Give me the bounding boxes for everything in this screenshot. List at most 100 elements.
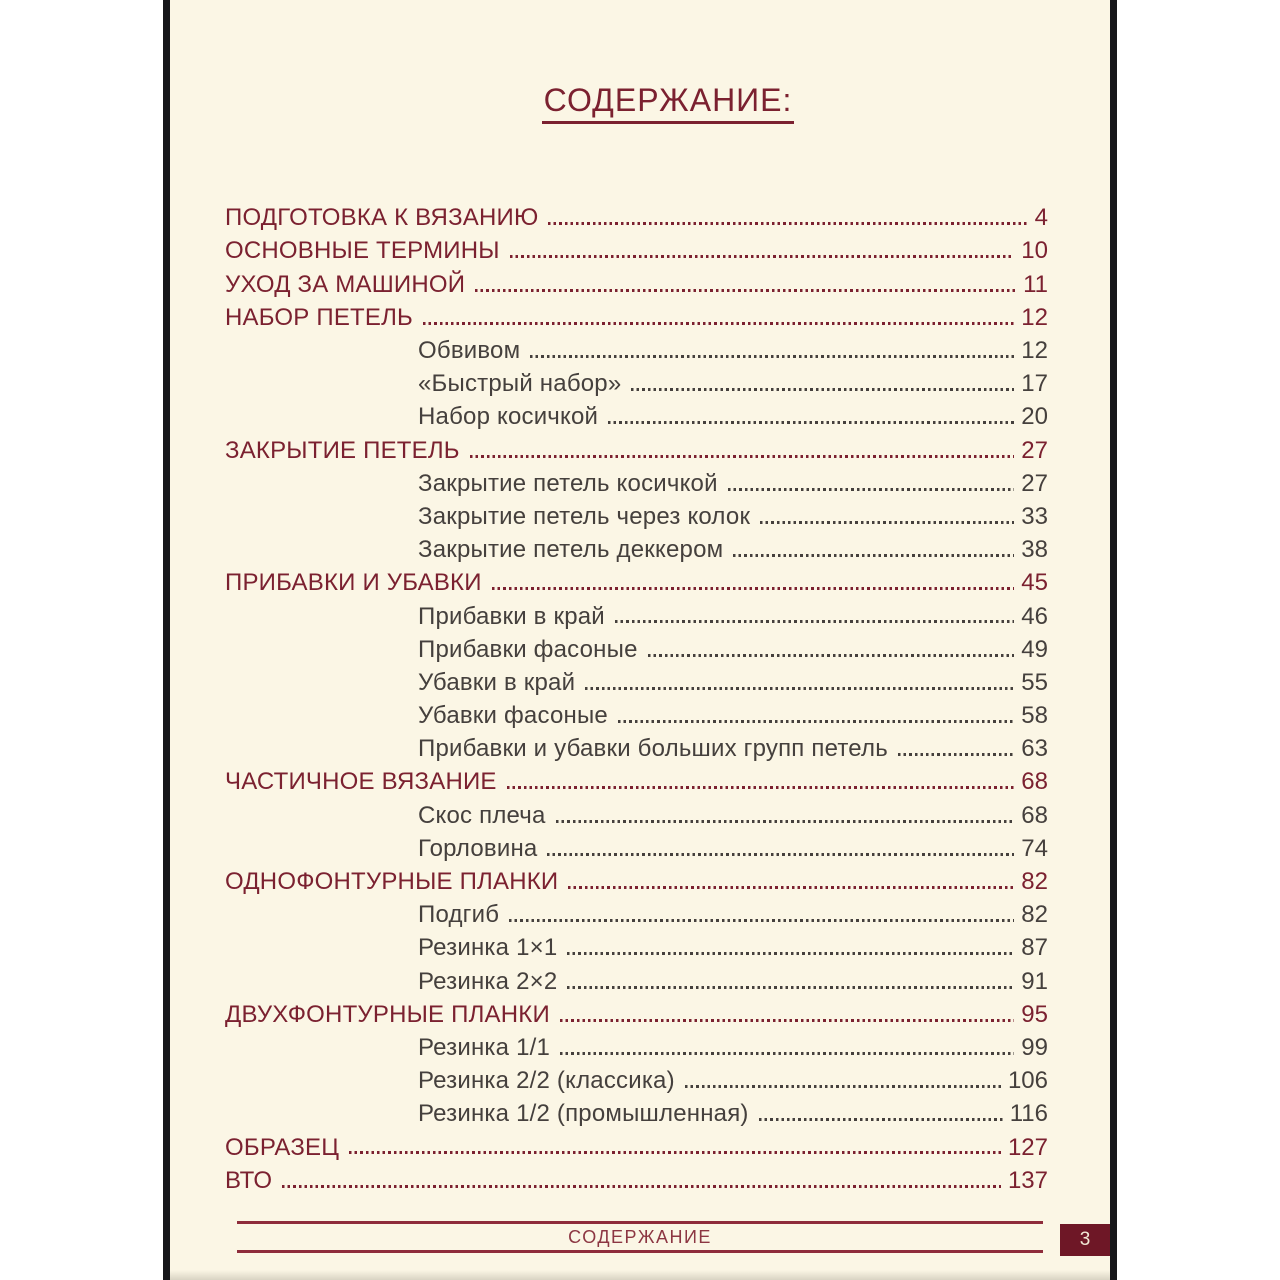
toc-entry-page-number: 74 — [1021, 834, 1048, 862]
toc-row: ПРИБАВКИ И УБАВКИ 45 — [225, 563, 1048, 596]
toc-entry-label: Набор косичкой — [418, 403, 599, 431]
toc-entry-label: ОДНОФОНТУРНЫЕ ПЛАНКИ — [225, 868, 559, 896]
toc-entry-label: Резинка 2/2 (классика) — [418, 1067, 675, 1095]
dot-leader — [349, 1151, 1001, 1155]
toc-row: Прибавки фасоные 49 — [225, 629, 1048, 662]
footer-section-label: СОДЕРЖАНИЕ — [568, 1227, 712, 1247]
toc-entry-label: УХОД ЗА МАШИНОЙ — [225, 270, 466, 298]
toc-entry-page-number: 63 — [1021, 735, 1048, 763]
dot-leader — [560, 1051, 1015, 1055]
toc-entry-label: Убавки в край — [418, 668, 576, 696]
toc-entry-label: НАБОР ПЕТЕЛЬ — [225, 303, 413, 331]
dot-leader — [733, 554, 1015, 558]
dot-leader — [760, 520, 1015, 524]
dot-leader — [684, 1085, 1001, 1089]
dot-leader — [617, 720, 1015, 723]
dot-leader — [647, 653, 1015, 657]
dot-leader — [506, 786, 1015, 790]
dot-leader — [897, 753, 1015, 757]
toc-row: Горловина 74 — [225, 829, 1048, 862]
toc-row: Прибавки в край 46 — [225, 596, 1048, 629]
toc-entry-label: Горловина — [418, 834, 538, 862]
dot-leader — [614, 620, 1015, 624]
toc-entry-page-number: 58 — [1021, 702, 1048, 730]
toc-row: Набор косичкой 20 — [225, 397, 1048, 430]
toc-entry-label: ВТО — [225, 1166, 273, 1194]
toc-row: Прибавки и убавки больших групп петель 6… — [225, 729, 1048, 762]
toc-row: Закрытие петель косичкой 27 — [225, 464, 1048, 497]
toc-row: ОБРАЗЕЦ 127 — [225, 1127, 1048, 1160]
toc-entry-label: ЧАСТИЧНОЕ ВЯЗАНИЕ — [225, 768, 497, 796]
toc-entry-label: ПРИБАВКИ И УБАВКИ — [225, 569, 482, 597]
toc-entry-label: Обвивом — [418, 337, 521, 365]
toc-row: Убавки фасоные 58 — [225, 696, 1048, 729]
book-page: СОДЕРЖАНИЕ: ПОДГОТОВКА К ВЯЗАНИЮ 4 ОСНОВ… — [163, 0, 1117, 1280]
toc-entry-page-number: 95 — [1021, 1000, 1048, 1028]
dot-leader — [585, 686, 1015, 690]
toc-entry-page-number: 137 — [1007, 1166, 1048, 1194]
toc-entry-label: Прибавки в край — [418, 602, 605, 630]
toc-entry-label: ОСНОВНЫЕ ТЕРМИНЫ — [225, 237, 500, 265]
toc-row: Закрытие петель деккером 38 — [225, 530, 1048, 563]
toc-row: «Быстрый набор» 17 — [225, 364, 1048, 397]
toc-entry-page-number: 17 — [1021, 370, 1048, 398]
toc-entry-label: Резинка 1/2 (промышленная) — [418, 1100, 749, 1128]
toc-row: Убавки в край 55 — [225, 663, 1048, 696]
dot-leader — [547, 852, 1015, 856]
toc-entry-page-number: 49 — [1021, 635, 1048, 663]
dot-leader — [475, 288, 1017, 292]
dot-leader — [469, 454, 1015, 458]
toc-entry-label: ДВУХФОНТУРНЫЕ ПЛАНКИ — [225, 1000, 550, 1028]
toc-entry-page-number: 46 — [1021, 602, 1048, 630]
footer: СОДЕРЖАНИЕ — [237, 1221, 1043, 1253]
toc-entry-page-number: 82 — [1021, 868, 1048, 896]
dot-leader — [282, 1184, 1001, 1188]
toc-row: Скос плеча 68 — [225, 795, 1048, 828]
toc-entry-page-number: 45 — [1021, 569, 1048, 597]
toc-row: Подгиб 82 — [225, 895, 1048, 928]
toc-row: ЧАСТИЧНОЕ ВЯЗАНИЕ 68 — [225, 762, 1048, 795]
toc-list: ПОДГОТОВКА К ВЯЗАНИЮ 4 ОСНОВНЫЕ ТЕРМИНЫ … — [225, 198, 1048, 1194]
dot-leader — [530, 354, 1015, 358]
toc-row: ЗАКРЫТИЕ ПЕТЕЛЬ 27 — [225, 430, 1048, 463]
toc-entry-page-number: 99 — [1021, 1033, 1048, 1061]
toc-entry-page-number: 11 — [1023, 270, 1048, 298]
dot-leader — [567, 952, 1015, 956]
toc-row: ОДНОФОНТУРНЫЕ ПЛАНКИ 82 — [225, 862, 1048, 895]
dot-leader — [491, 587, 1015, 591]
toc-entry-label: ПОДГОТОВКА К ВЯЗАНИЮ — [225, 204, 539, 232]
toc-entry-label: ОБРАЗЕЦ — [225, 1133, 340, 1161]
toc-entry-label: Закрытие петель деккером — [418, 536, 724, 564]
page-title: СОДЕРЖАНИЕ: — [541, 84, 795, 124]
dot-leader — [568, 885, 1015, 889]
toc-entry-page-number: 87 — [1021, 934, 1048, 962]
toc-row: НАБОР ПЕТЕЛЬ 12 — [225, 298, 1048, 331]
toc-entry-page-number: 106 — [1007, 1067, 1048, 1095]
toc-entry-label: Резинка 2×2 — [418, 967, 558, 995]
dot-leader — [423, 321, 1015, 325]
dot-leader — [555, 819, 1015, 823]
dot-leader — [509, 255, 1015, 259]
toc-row: Закрытие петель через колок 33 — [225, 497, 1048, 530]
toc-entry-page-number: 12 — [1021, 303, 1048, 331]
page-number-badge: 3 — [1060, 1224, 1110, 1256]
toc-entry-label: Прибавки и убавки больших групп петель — [418, 735, 888, 763]
dot-leader — [758, 1118, 1003, 1122]
toc-entry-label: ЗАКРЫТИЕ ПЕТЕЛЬ — [225, 436, 460, 464]
toc-row: Резинка 2×2 91 — [225, 961, 1048, 994]
dot-leader — [631, 388, 1015, 392]
toc-entry-page-number: 116 — [1009, 1100, 1048, 1128]
dot-leader — [548, 222, 1028, 226]
toc-entry-page-number: 33 — [1021, 502, 1048, 530]
toc-entry-page-number: 68 — [1021, 801, 1048, 829]
toc-entry-label: Убавки фасоные — [418, 702, 608, 730]
toc-entry-label: «Быстрый набор» — [418, 370, 622, 398]
toc-entry-label: Резинка 1/1 — [418, 1033, 551, 1061]
toc-row: ДВУХФОНТУРНЫЕ ПЛАНКИ 95 — [225, 995, 1048, 1028]
dot-leader — [567, 985, 1015, 989]
toc-row: Резинка 2/2 (классика) 106 — [225, 1061, 1048, 1094]
toc-entry-label: Подгиб — [418, 901, 500, 929]
toc-entry-page-number: 127 — [1007, 1133, 1048, 1161]
toc-entry-page-number: 10 — [1021, 237, 1048, 265]
